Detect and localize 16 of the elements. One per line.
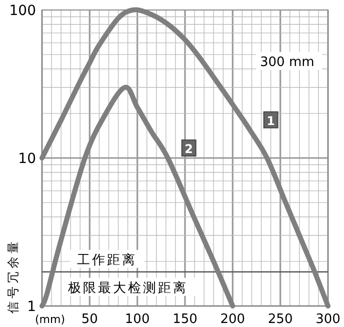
- x-tick-label: 100: [124, 312, 150, 327]
- series-label: 1: [266, 114, 276, 128]
- ref-line-label: 工作距离: [77, 252, 137, 268]
- text: 300 mm: [260, 55, 314, 70]
- x-tick-label: 300: [316, 312, 340, 327]
- x-tick-label: 50: [81, 312, 98, 327]
- x-tick-label: 150: [172, 312, 198, 327]
- x-tick-label: 200: [220, 312, 246, 327]
- y-tick-label: 100: [9, 3, 36, 19]
- y-tick-label: 1: [27, 299, 36, 315]
- y-tick-label: 10: [18, 151, 36, 167]
- annotation: 极限最大检测距离: [67, 280, 188, 296]
- series-label: 2: [184, 142, 194, 156]
- x-tick-label: 250: [268, 312, 293, 327]
- y-axis-title: 信号冗余量: [6, 238, 20, 314]
- x-axis-title: (mm): [34, 313, 66, 326]
